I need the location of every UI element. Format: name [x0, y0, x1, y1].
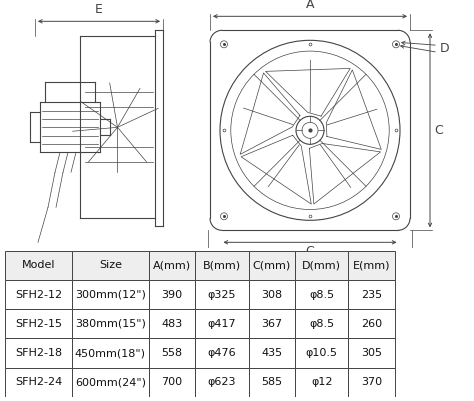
Text: B: B [306, 257, 314, 270]
Text: φ417: φ417 [208, 319, 236, 329]
Bar [248, 280, 295, 309]
Text: φ623: φ623 [208, 377, 236, 387]
Bar [72, 251, 149, 280]
Bar [295, 309, 348, 338]
Bar [72, 368, 149, 397]
Bar [195, 309, 248, 338]
Bar [295, 368, 348, 397]
Bar [295, 338, 348, 368]
Text: 700: 700 [162, 377, 182, 387]
Bar [195, 251, 248, 280]
Text: B(mm): B(mm) [203, 260, 241, 270]
Bar [72, 309, 149, 338]
Text: φ8.5: φ8.5 [309, 319, 334, 329]
Text: φ12: φ12 [311, 377, 333, 387]
Text: 308: 308 [261, 290, 283, 300]
Text: D(mm): D(mm) [302, 260, 341, 270]
Bar [348, 251, 395, 280]
Bar [5, 309, 72, 338]
Bar [149, 368, 195, 397]
Bar [195, 338, 248, 368]
Text: SFH2-12: SFH2-12 [15, 290, 62, 300]
Text: φ10.5: φ10.5 [306, 348, 338, 358]
Text: 435: 435 [261, 348, 283, 358]
Bar [348, 280, 395, 309]
Bar [149, 251, 195, 280]
Text: 483: 483 [161, 319, 182, 329]
Bar [5, 368, 72, 397]
Text: 558: 558 [162, 348, 182, 358]
Text: E(mm): E(mm) [353, 260, 391, 270]
Bar [348, 338, 395, 368]
Bar [5, 338, 72, 368]
Text: SFH2-15: SFH2-15 [15, 319, 62, 329]
Bar [348, 368, 395, 397]
Text: E: E [95, 3, 103, 16]
Bar [195, 280, 248, 309]
Text: 367: 367 [261, 319, 283, 329]
Text: A: A [306, 0, 314, 11]
Bar [5, 280, 72, 309]
Text: 235: 235 [361, 290, 382, 300]
Text: φ8.5: φ8.5 [309, 290, 334, 300]
Bar [149, 280, 195, 309]
Text: 600mm(24"): 600mm(24") [75, 377, 146, 387]
Text: φ325: φ325 [208, 290, 236, 300]
Bar [295, 251, 348, 280]
Text: C(mm): C(mm) [253, 260, 291, 270]
Text: 305: 305 [361, 348, 382, 358]
Text: SFH2-24: SFH2-24 [15, 377, 62, 387]
Bar [72, 338, 149, 368]
Bar [5, 251, 72, 280]
Text: φ476: φ476 [208, 348, 236, 358]
Text: 300mm(12"): 300mm(12") [75, 290, 146, 300]
Bar [149, 309, 195, 338]
Text: 585: 585 [261, 377, 283, 387]
Bar [72, 280, 149, 309]
Bar [248, 251, 295, 280]
Bar [248, 368, 295, 397]
Text: C: C [434, 124, 443, 137]
Text: Model: Model [22, 260, 55, 270]
Text: 450mm(18"): 450mm(18") [75, 348, 146, 358]
Text: C: C [306, 245, 314, 258]
Text: SFH2-18: SFH2-18 [15, 348, 62, 358]
Bar [348, 309, 395, 338]
Bar [248, 338, 295, 368]
Bar [149, 338, 195, 368]
Bar [195, 368, 248, 397]
Bar [248, 309, 295, 338]
Text: D: D [440, 42, 450, 55]
Text: 380mm(15"): 380mm(15") [75, 319, 146, 329]
Bar [295, 280, 348, 309]
Text: A(mm): A(mm) [153, 260, 191, 270]
Text: 260: 260 [361, 319, 382, 329]
Text: 390: 390 [162, 290, 182, 300]
Text: Size: Size [99, 260, 122, 270]
Text: 370: 370 [361, 377, 382, 387]
